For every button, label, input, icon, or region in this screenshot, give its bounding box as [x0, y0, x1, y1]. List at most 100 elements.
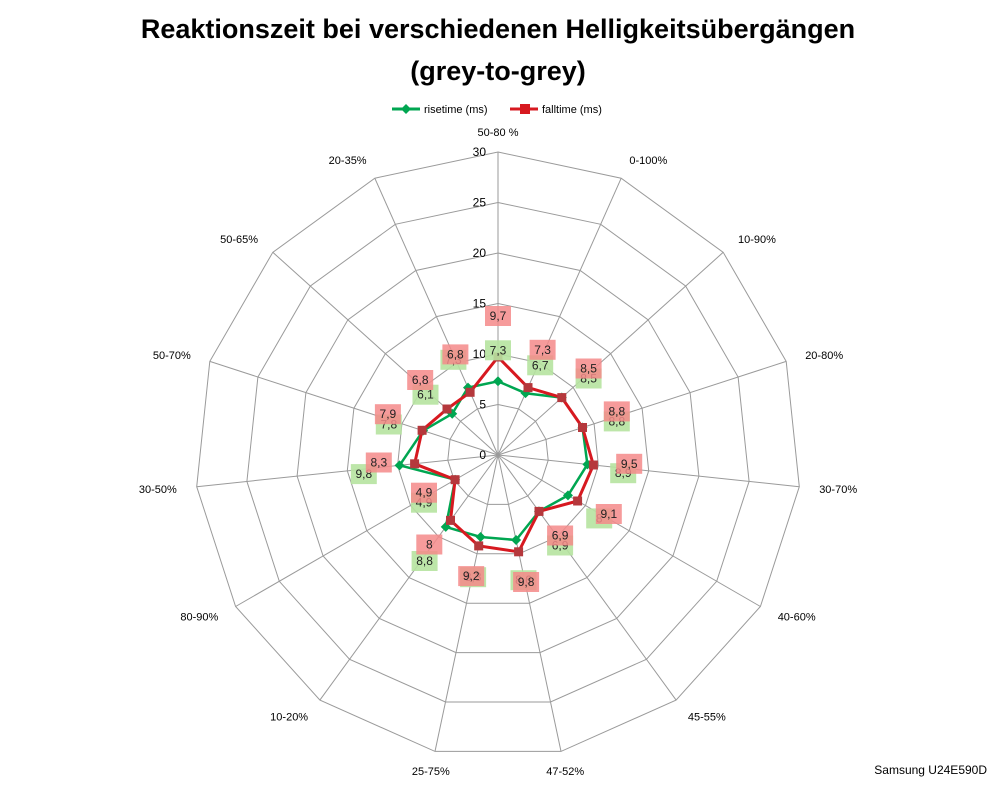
- grid-spoke-5: [497, 454, 761, 607]
- category-label-4: 30-70%: [819, 484, 857, 496]
- grid-spoke-9: [319, 454, 499, 701]
- series-line-1: [413, 355, 595, 554]
- grid-spoke-11: [196, 454, 499, 488]
- tick-label-5: 5: [479, 398, 486, 412]
- series-1-point-1: [523, 383, 533, 393]
- tick-label-30: 30: [473, 145, 487, 159]
- category-labels: 50-80 % 0-100% 10-90% 20-80% 30-70% 40-60% 45-…: [139, 127, 857, 778]
- category-label-5: 40-60%: [778, 612, 816, 624]
- series-1-point-14: [465, 387, 475, 397]
- series-0-label-bg-0: [485, 340, 511, 361]
- category-label-9: 10-20%: [270, 711, 308, 723]
- series-1-label-bg-1: [529, 339, 556, 360]
- legend-entry-risetime: risetime (ms): [392, 104, 488, 116]
- category-label-10: 80-90%: [180, 612, 218, 624]
- series-0-point-7: [511, 534, 522, 545]
- series-1-data-label-0: 9,7: [490, 309, 507, 323]
- category-label-0: 50-80 %: [478, 127, 519, 139]
- category-label-1: 0-100%: [629, 155, 667, 167]
- grid-spoke-2: [497, 251, 724, 456]
- grid-spoke-7: [497, 454, 562, 752]
- series-1-data-label-4: 9,5: [621, 457, 638, 471]
- tick-label-10: 10: [473, 347, 487, 361]
- series-1-label-bg-6: [547, 525, 574, 546]
- data-series: [394, 352, 598, 557]
- series-1-data-label-2: 8,5: [580, 362, 597, 376]
- series-1-data-label-7: 9,8: [518, 575, 535, 589]
- series-1-data-label-13: 6,8: [412, 373, 429, 387]
- series-1-point-9: [446, 515, 455, 525]
- legend-label-falltime: falltime (ms): [542, 104, 602, 116]
- series-1-data-label-9: 8: [426, 538, 433, 552]
- tick-label-20: 20: [473, 246, 487, 260]
- series-1-label-bg-11: [365, 452, 392, 473]
- series-0-label-bg-1: [527, 355, 554, 376]
- series-1-label-bg-7: [513, 572, 540, 592]
- grid-ring-30: [196, 151, 800, 752]
- tick-label-0: 0: [479, 448, 486, 462]
- series-0-point-11: [394, 460, 405, 471]
- grid-spoke-12: [209, 360, 499, 456]
- series-1-point-11: [410, 459, 420, 469]
- series-1-label-bg-9: [416, 534, 443, 555]
- series-1-label-bg-14: [442, 344, 469, 365]
- series-1-data-label-11: 8,3: [370, 456, 387, 470]
- credit-text: Samsung U24E590D: [874, 763, 987, 777]
- category-label-3: 20-80%: [805, 350, 843, 362]
- series-1-label-bg-3: [603, 401, 630, 422]
- series-0-data-label-13: 6,1: [417, 388, 434, 402]
- tick-label-25: 25: [473, 196, 487, 210]
- series-1-label-bg-2: [575, 358, 602, 379]
- series-1-label-bg-13: [407, 370, 434, 390]
- series-1-data-label-14: 6,8: [447, 347, 464, 361]
- grid-spoke-1: [497, 177, 622, 456]
- grid-ring-20: [296, 252, 700, 654]
- grid-spoke-3: [497, 360, 787, 456]
- grid-spoke-6: [497, 454, 677, 701]
- series-1-data-label-1: 7,3: [534, 343, 551, 357]
- series-1-point-5: [573, 496, 583, 506]
- series-1-label-bg-10: [411, 482, 437, 503]
- category-label-2: 10-90%: [738, 234, 776, 246]
- series-1-data-label-12: 7,9: [380, 407, 397, 421]
- chart-title-line-1: Reaktionszeit bei verschiedenen Helligke…: [141, 14, 855, 44]
- legend-marker-risetime: [401, 104, 411, 114]
- series-0-point-5: [562, 490, 573, 501]
- series-1-point-3: [578, 423, 587, 432]
- grid-ring-25: [246, 201, 750, 703]
- grid-spoke-14: [374, 177, 499, 456]
- series-1-point-8: [474, 541, 484, 551]
- series-1-point-7: [514, 547, 524, 557]
- series-0-point-8: [475, 531, 486, 542]
- series-1-label-bg-8: [458, 566, 485, 587]
- legend-label-risetime: risetime (ms): [424, 104, 488, 116]
- series-1-point-12: [417, 425, 427, 435]
- series-1-data-label-6: 6,9: [552, 529, 569, 543]
- category-label-13: 50-65%: [220, 234, 258, 246]
- series-0-data-label-1: 6,7: [532, 358, 549, 372]
- grid-spoke-4: [497, 454, 800, 488]
- series-0-data-label-0: 7,3: [490, 343, 507, 357]
- series-1-point-10: [450, 475, 460, 485]
- series-0-point-0: [493, 376, 503, 387]
- category-label-7: 47-52%: [546, 766, 584, 778]
- grid-ring-15: [346, 302, 650, 604]
- category-label-11: 30-50%: [139, 484, 177, 496]
- radial-axis-ticks: 0 5 10 15 20 25 30: [473, 145, 487, 462]
- tick-label-15: 15: [473, 297, 487, 311]
- chart-title-line-2: (grey-to-grey): [410, 56, 586, 86]
- series-0-data-label-9: 8,8: [416, 554, 433, 568]
- series-0-label-bg-9: [411, 551, 438, 571]
- legend-entry-falltime: falltime (ms): [510, 104, 602, 116]
- series-1-point-6: [534, 506, 544, 516]
- legend: risetime (ms) falltime (ms): [392, 104, 602, 116]
- series-1-data-label-3: 8,8: [608, 404, 625, 418]
- grid-spoke-8: [434, 454, 499, 752]
- series-1-data-label-5: 9,1: [600, 507, 617, 521]
- series-1-label-bg-4: [616, 453, 643, 474]
- series-1-point-2: [557, 393, 567, 403]
- series-1-point-13: [442, 404, 452, 414]
- grid-ring-5: [447, 403, 549, 505]
- series-1-label-bg-0: [485, 306, 511, 326]
